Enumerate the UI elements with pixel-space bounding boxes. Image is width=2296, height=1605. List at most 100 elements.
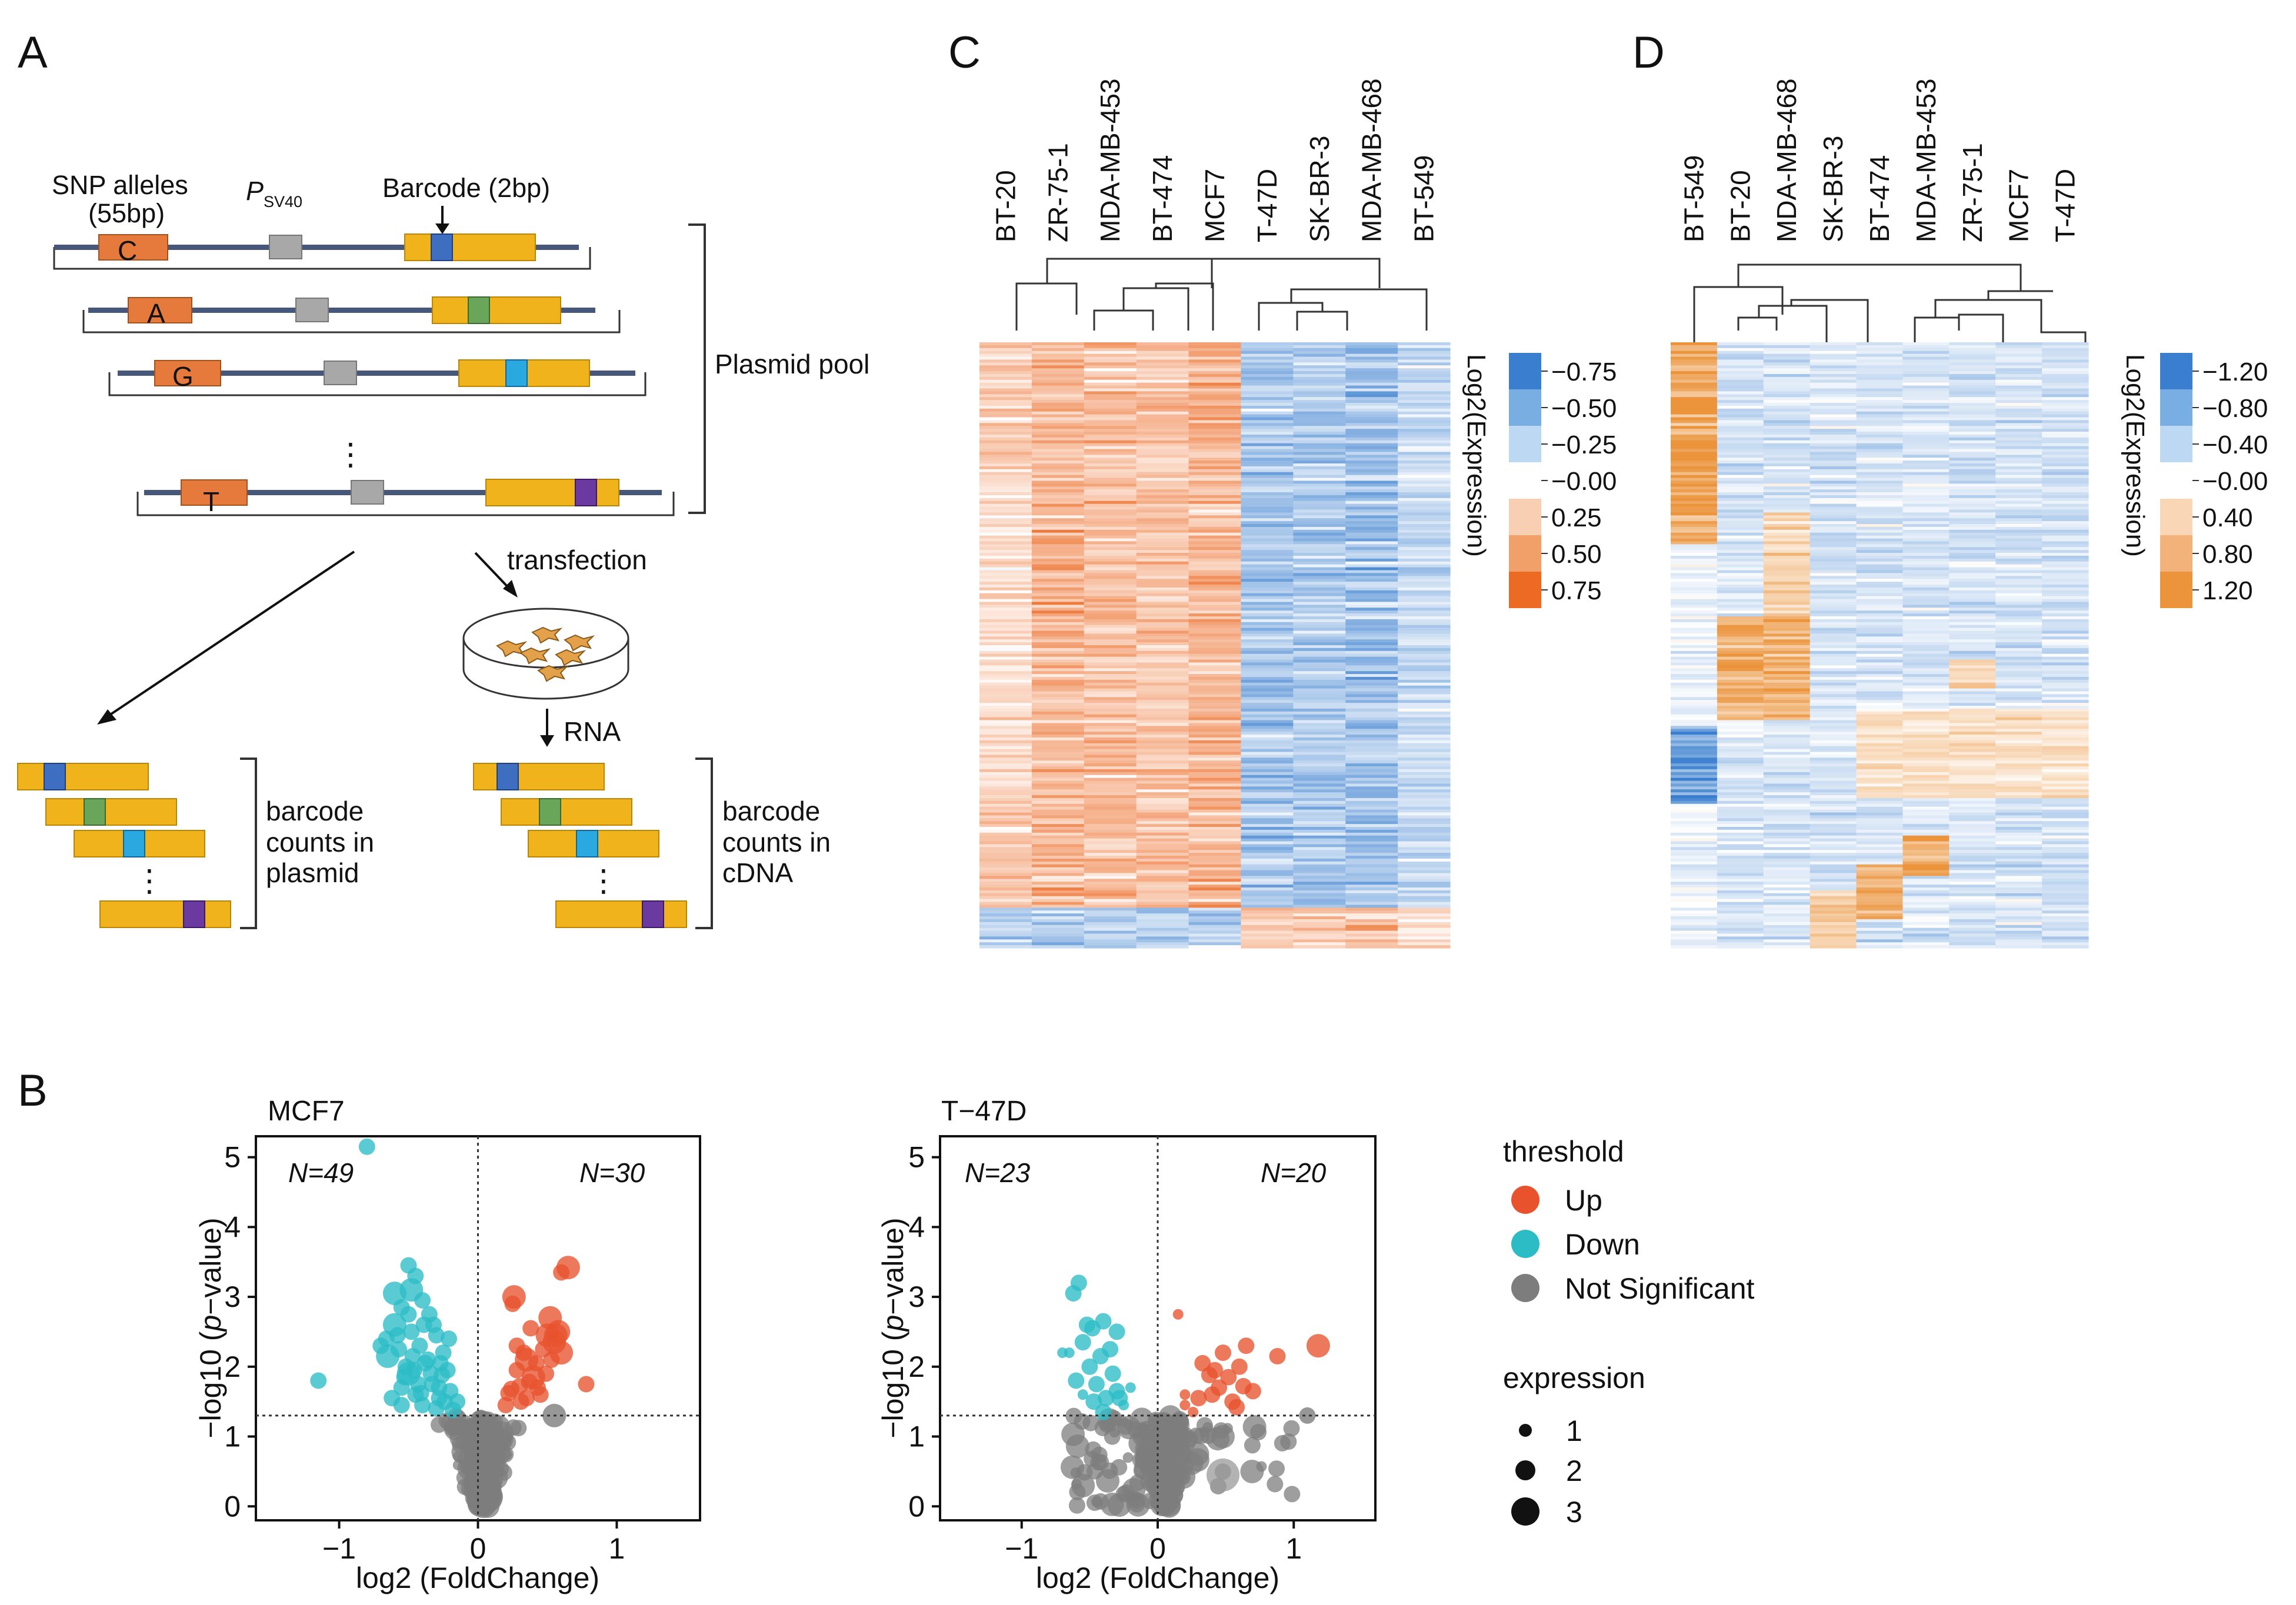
heatmap-cell <box>1345 902 1398 906</box>
heatmap-cell <box>1084 503 1137 508</box>
heatmap-cell <box>1995 653 2042 658</box>
gene-box <box>404 233 536 261</box>
heatmap-cell <box>1398 864 1451 868</box>
heatmap-cell <box>1136 844 1189 847</box>
heatmap-cell <box>1136 593 1189 597</box>
heatmap-cell <box>1856 786 1904 790</box>
heatmap-cell <box>1995 873 2042 876</box>
heatmap-cell <box>2042 743 2089 747</box>
heatmap-cell <box>1345 461 1398 464</box>
heatmap-cell <box>1293 746 1346 750</box>
heatmap-cell <box>1810 899 1857 903</box>
heatmap-cell <box>1949 847 1996 850</box>
heatmap-cell <box>1241 498 1294 502</box>
heatmap-cell <box>1188 714 1242 718</box>
heatmap-cell <box>1084 532 1137 536</box>
heatmap-cell <box>1717 758 1764 761</box>
fragment-box <box>17 763 149 790</box>
heatmap-cell <box>1084 362 1137 366</box>
heatmap-cell <box>1241 636 1294 640</box>
heatmap-cell <box>1671 518 1718 522</box>
heatmap-cell <box>979 648 1032 652</box>
heatmap-cell <box>2042 524 2089 528</box>
heatmap-cell <box>1856 827 1904 830</box>
heatmap-cell <box>1671 763 1718 767</box>
heatmap-cell <box>1188 365 1242 369</box>
heatmap-cell <box>1136 573 1189 576</box>
heatmap-cell <box>979 864 1032 868</box>
heatmap-cell <box>1398 481 1451 484</box>
heatmap-cell <box>1810 766 1857 770</box>
heatmap-cell <box>1902 373 1950 378</box>
heatmap-cell <box>1856 345 1904 349</box>
heatmap-cell <box>1345 772 1398 776</box>
heatmap-cell <box>1241 809 1294 813</box>
heatmap-cell <box>1810 835 1857 839</box>
heatmap-cell <box>1902 478 1950 482</box>
heatmap-cell <box>1671 650 1718 655</box>
heatmap-cell <box>1293 752 1346 755</box>
fragment-box <box>555 900 687 928</box>
heatmap-cell <box>1717 861 1764 865</box>
heatmap-cell <box>1241 466 1294 470</box>
heatmap-cell <box>1856 633 1904 637</box>
heatmap-cell <box>2042 668 2089 672</box>
heatmap-cell <box>1671 717 1718 721</box>
heatmap-cell <box>1031 864 1085 868</box>
heatmap-cell <box>2042 659 2089 663</box>
heatmap-cell <box>1810 821 1857 825</box>
heatmap-cell <box>1671 942 1718 946</box>
heatmap-cell <box>1398 521 1451 525</box>
heatmap-cell <box>1031 472 1085 476</box>
heatmap-cell <box>1188 743 1242 747</box>
heatmap-cell <box>1398 691 1451 695</box>
heatmap-cell <box>1902 803 1950 807</box>
heatmap-cell <box>1136 656 1189 660</box>
heatmap-cell <box>1995 708 2042 712</box>
heatmap-cell <box>1717 610 1764 614</box>
heatmap-cell <box>1031 832 1085 836</box>
heatmap-cell <box>1293 939 1346 943</box>
heatmap-cell <box>1856 432 1904 435</box>
heatmap-cell <box>1856 778 1904 782</box>
heatmap-cell <box>1241 723 1294 726</box>
heatmap-cell <box>1949 800 1996 805</box>
heatmap-cell <box>1241 703 1294 706</box>
heatmap-cell <box>1763 573 1811 576</box>
heatmap-cell <box>1136 489 1189 493</box>
dendro-branch <box>1693 286 1784 343</box>
heatmap-cell <box>979 850 1032 853</box>
heatmap-cell <box>2042 760 2089 764</box>
heatmap-cell <box>1398 743 1451 747</box>
heatmap-cell <box>979 500 1032 505</box>
heatmap-cell <box>1136 633 1189 637</box>
heatmap-cell <box>1856 916 1904 920</box>
heatmap-cell <box>1293 829 1346 833</box>
heatmap-cell <box>1671 907 1718 911</box>
heatmap-cell <box>1398 429 1451 432</box>
heatmap-cell <box>1241 835 1294 839</box>
heatmap-cell <box>979 925 1032 929</box>
heatmap-cell <box>1136 429 1189 432</box>
heatmap-cell <box>2042 582 2089 585</box>
heatmap-cell <box>979 602 1032 605</box>
heatmap-cell <box>1763 478 1811 482</box>
heatmap-cell <box>1241 720 1294 724</box>
heatmap-cell <box>1398 778 1451 782</box>
heatmap-cell <box>1188 449 1242 452</box>
heatmap-cell <box>1031 729 1085 732</box>
legend-threshold-title: threshold <box>1503 1135 1624 1168</box>
heatmap-cell <box>1293 481 1346 484</box>
heatmap-cell <box>1671 821 1718 825</box>
heatmap-cell <box>1188 356 1242 361</box>
heatmap-cell <box>1188 763 1242 767</box>
heatmap-cell <box>1345 547 1398 550</box>
heatmap-cell <box>1293 893 1346 897</box>
heatmap-cell <box>1763 550 1811 553</box>
heatmap-cell <box>1084 746 1137 750</box>
heatmap-cell <box>1810 463 1857 467</box>
heatmap-cell <box>1136 746 1189 750</box>
heatmap-cell <box>1717 345 1764 349</box>
heatmap-cell <box>1031 717 1085 721</box>
